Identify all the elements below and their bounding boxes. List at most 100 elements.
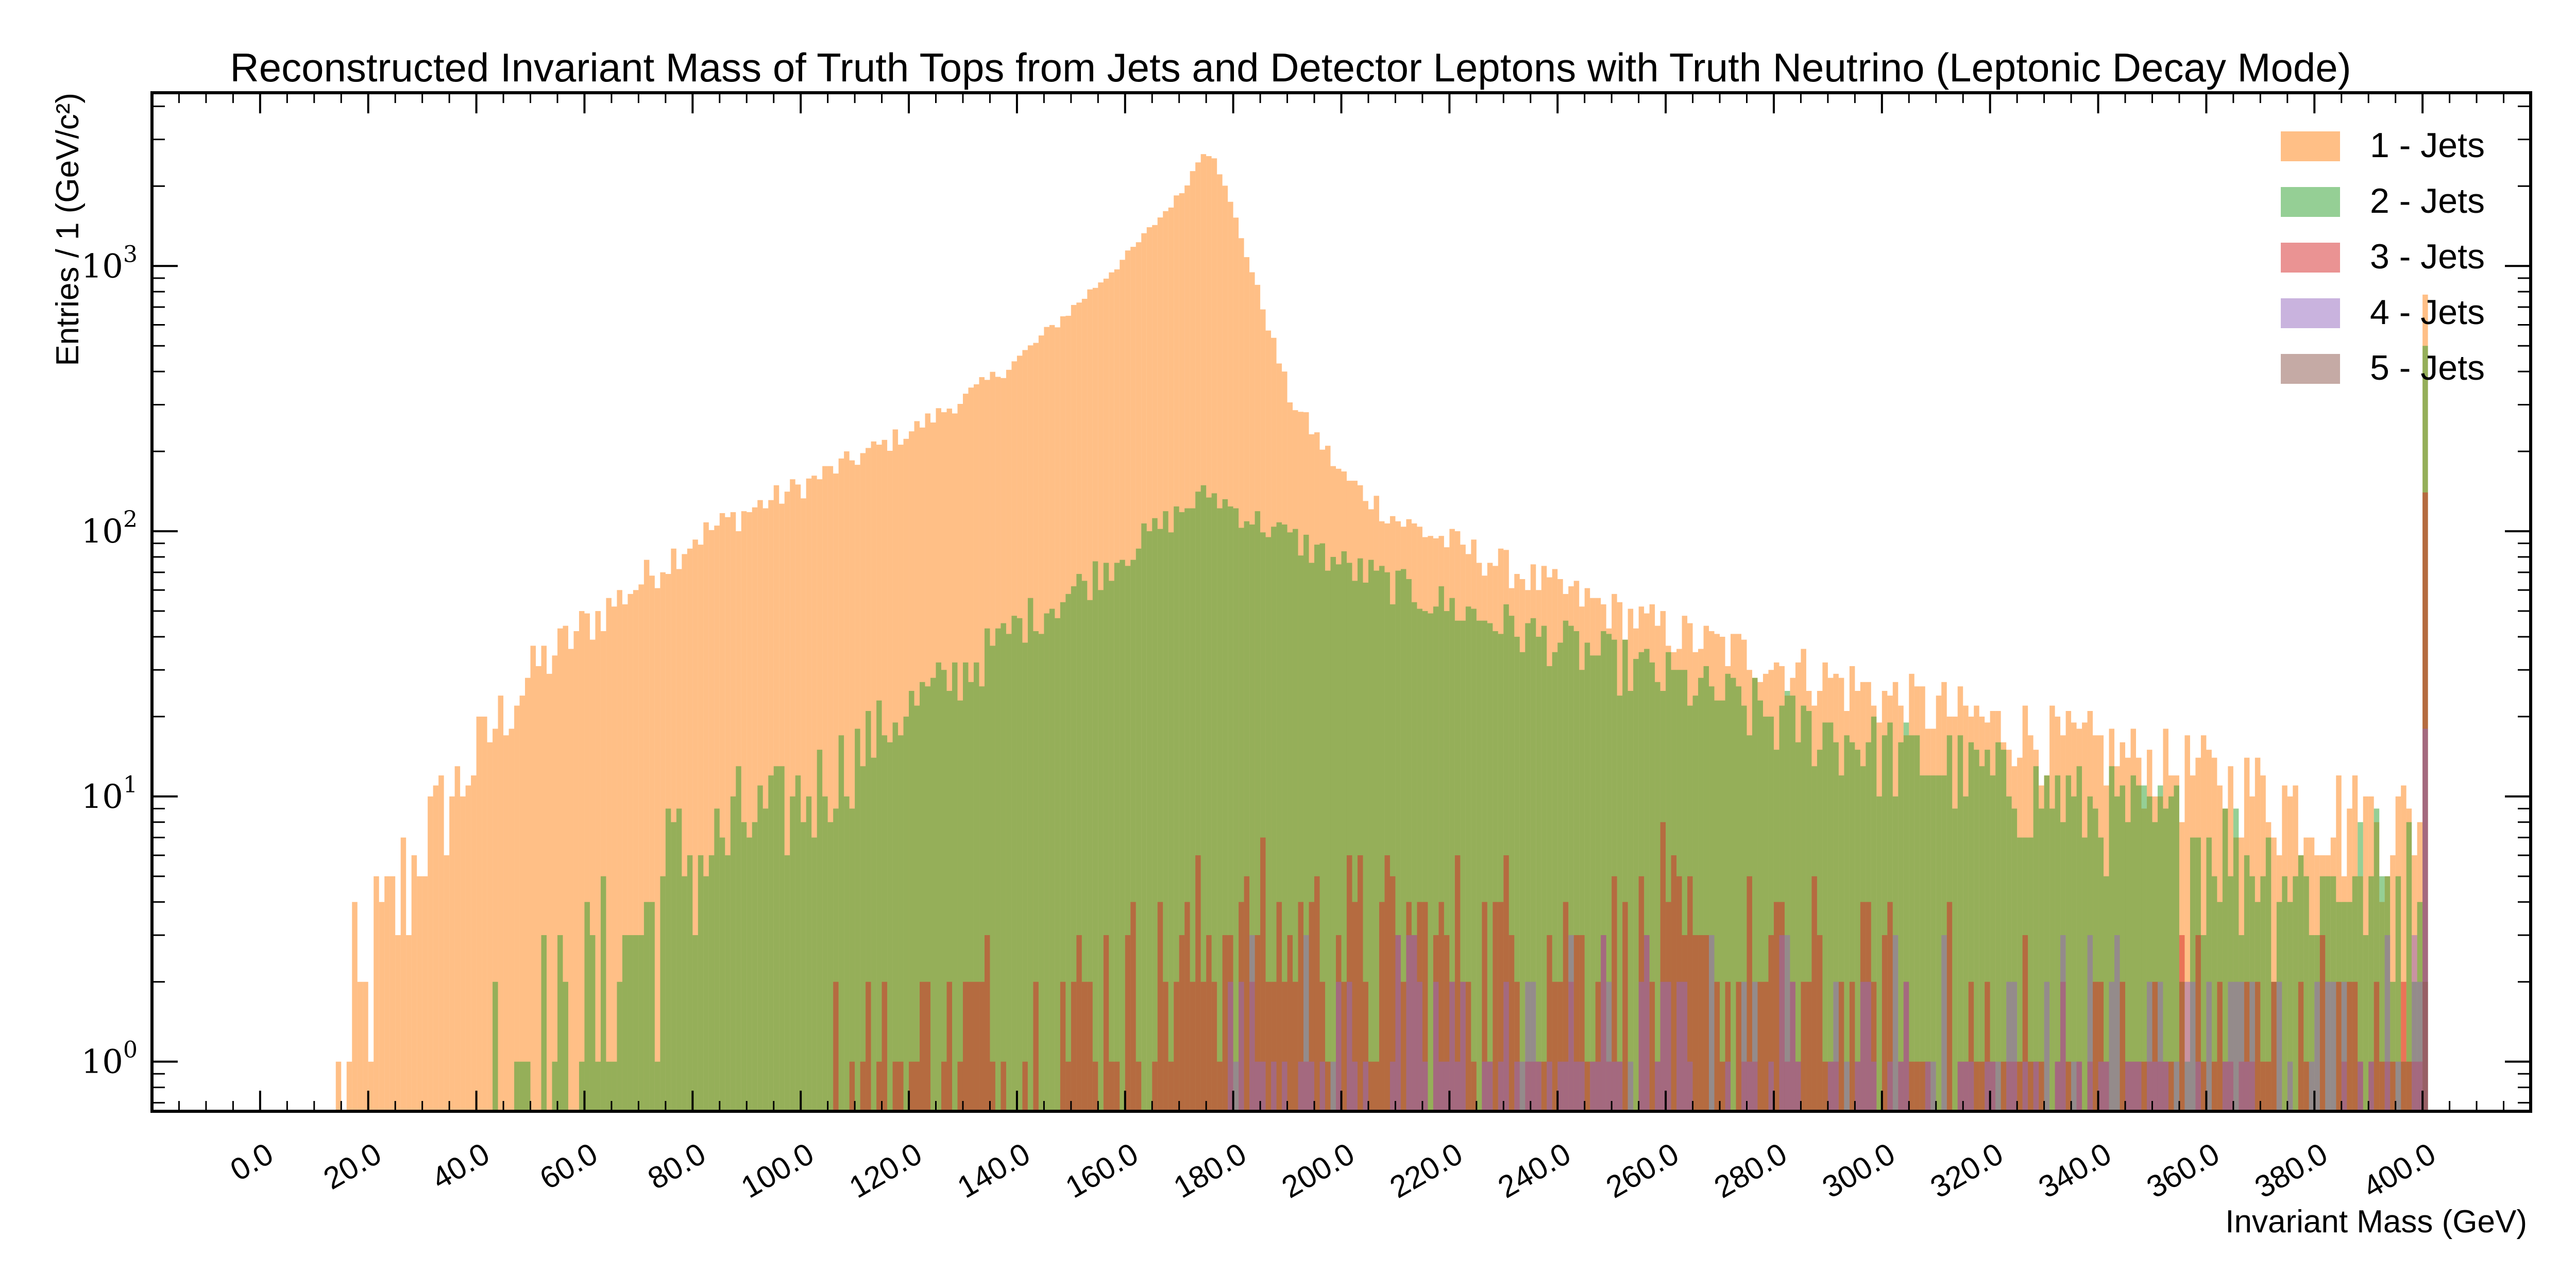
legend-label-2: 2 - Jets [2370, 181, 2485, 221]
histogram-bar [1871, 1061, 1877, 1111]
histogram-bar [1055, 618, 1060, 1111]
histogram-bar [1239, 981, 1244, 1111]
histogram-bar [471, 775, 477, 1111]
histogram-bar [1952, 808, 1958, 1111]
histogram-bar [725, 517, 731, 1111]
histogram-bar [654, 588, 660, 1111]
histogram-bar [1649, 981, 1655, 1111]
histogram-bar [2374, 981, 2380, 1111]
histogram-bar [482, 716, 487, 1111]
histogram-bar [1400, 569, 1406, 1111]
histogram-bar [2255, 981, 2261, 1111]
histogram-bar [1260, 1061, 1266, 1111]
histogram-bar [1957, 735, 1963, 1111]
histogram-bar [406, 935, 412, 1111]
histogram-bar [1384, 572, 1390, 1111]
histogram-bar [2033, 1061, 2039, 1111]
histogram-bar [2033, 766, 2039, 1111]
histogram-bar [1395, 935, 1401, 1111]
histogram-bar [1833, 742, 1839, 1111]
histogram-bar [1314, 545, 1320, 1111]
histogram-bar [2336, 981, 2342, 1111]
histogram-bar [1530, 981, 1536, 1111]
histogram-bar [2422, 728, 2428, 1111]
histogram-bar [1449, 981, 1455, 1111]
histogram-bar [493, 981, 498, 1111]
histogram-bar [1249, 524, 1255, 1111]
histogram-bar [1628, 1061, 1634, 1111]
histogram-bar [1855, 750, 1860, 1111]
histogram-bar [1628, 691, 1634, 1111]
histogram-bar [1211, 981, 1217, 1111]
histogram-bar [909, 1061, 914, 1111]
histogram-bar [1276, 522, 1282, 1111]
histogram-bar [2363, 935, 2369, 1111]
histogram-bar [1282, 1061, 1287, 1111]
histogram-bar [725, 855, 731, 1111]
histogram-bar [990, 646, 995, 1111]
histogram-bar [1752, 677, 1758, 1111]
histogram-bar [2174, 1061, 2179, 1111]
histogram-bar [1222, 499, 1228, 1111]
histogram-bar [2195, 935, 2201, 1111]
histogram-bar [1152, 1061, 1158, 1111]
histogram-bar [1244, 876, 1250, 1111]
histogram-bar [2244, 981, 2250, 1111]
histogram-bar [1298, 902, 1304, 1111]
histogram-bar [2136, 785, 2142, 1111]
histogram-bar [1601, 631, 1606, 1111]
histogram-bar [1573, 631, 1580, 1111]
histogram-bar [573, 631, 579, 1111]
histogram-bar [1655, 682, 1660, 1111]
histogram-bar [1676, 981, 1682, 1111]
x-tick-label: 280.0 [1708, 1136, 1793, 1205]
histogram-bar [1163, 511, 1168, 1112]
histogram-bar [1563, 1061, 1569, 1111]
histogram-bar [1990, 1061, 1996, 1111]
y-tick-label: 102 [81, 506, 138, 551]
histogram-bar [1163, 981, 1168, 1111]
histogram-bar [2157, 785, 2163, 1111]
histogram-bar [1487, 623, 1493, 1111]
histogram-bar [2406, 822, 2412, 1111]
histogram-bar [1995, 742, 2001, 1111]
histogram-bar [519, 696, 526, 1111]
legend-label-3: 3 - Jets [2370, 237, 2485, 276]
histogram-bar [2104, 1061, 2109, 1111]
histogram-bar [1493, 631, 1498, 1111]
histogram-bar [2374, 808, 2380, 1111]
histogram-bar [400, 837, 406, 1111]
histogram-bar [2179, 935, 2185, 1111]
histogram-bar [557, 935, 563, 1111]
histogram-bar [1563, 620, 1569, 1111]
histogram-bar [1190, 508, 1196, 1111]
histogram-bar [692, 935, 698, 1111]
histogram-bar [1822, 1061, 1828, 1111]
histogram-bar [1438, 586, 1444, 1111]
histogram-bar [1092, 561, 1098, 1111]
histogram-bar [790, 479, 795, 1111]
x-tick-label: 120.0 [843, 1136, 928, 1205]
histogram-bar [1525, 623, 1531, 1111]
histogram-bar [2260, 1061, 2266, 1111]
histogram-bar [2184, 981, 2190, 1111]
chart-title: Reconstructed Invariant Mass of Truth To… [230, 45, 2351, 90]
histogram-bar [1374, 570, 1379, 1111]
histogram-bar [898, 735, 904, 1111]
histogram-bar [995, 628, 1001, 1111]
histogram-bar [1330, 1061, 1336, 1111]
histogram-bar [2049, 808, 2055, 1111]
x-tick-label: 220.0 [1384, 1136, 1468, 1205]
histogram-bar [2157, 981, 2163, 1111]
histogram-bar [2368, 876, 2374, 1111]
histogram-bar [2287, 902, 2293, 1111]
histogram-bar [357, 981, 363, 1111]
x-tick-label: 320.0 [1925, 1136, 2009, 1205]
histogram-bar [1482, 620, 1487, 1111]
histogram-bar [2422, 981, 2428, 1111]
x-tick-label: 360.0 [2141, 1136, 2225, 1205]
histogram-bar [1011, 616, 1017, 1111]
histogram-bar [2184, 735, 2190, 1111]
histogram-bar [2039, 1061, 2044, 1111]
histogram-bar [752, 507, 758, 1111]
